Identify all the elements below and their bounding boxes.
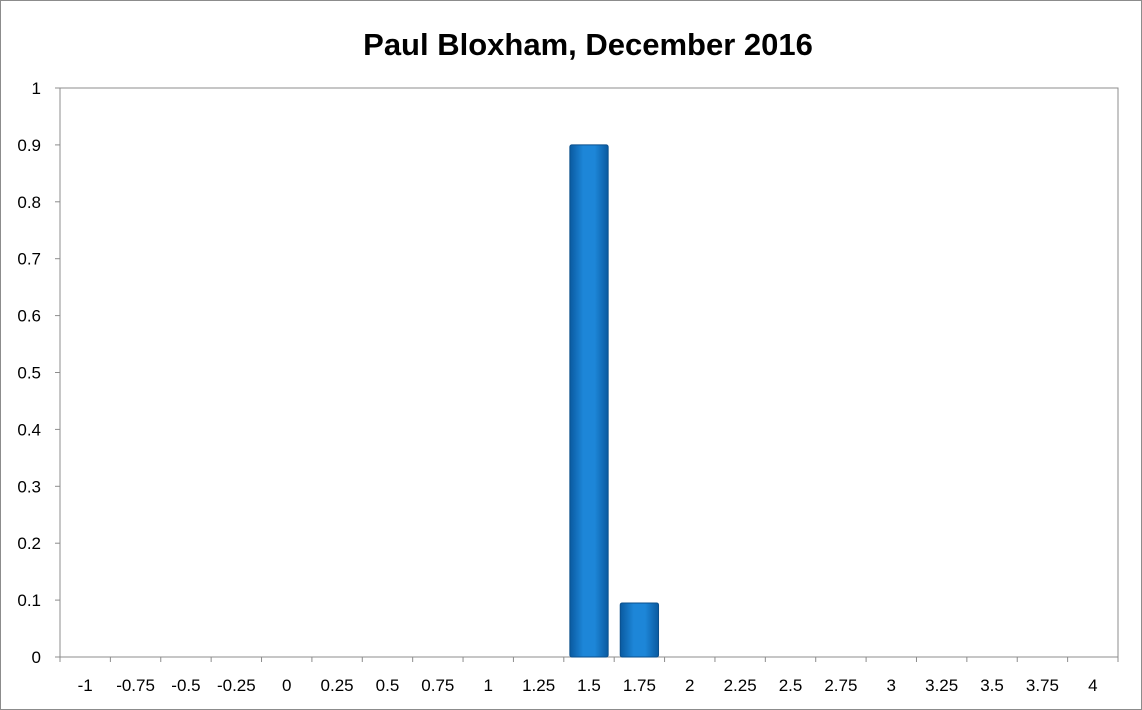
y-axis: 0 0.1 0.2 0.3 0.4 0.5 0.6 0.7 0.8 0.9 1 [17,79,60,667]
x-tick-label: 0.75 [421,676,454,695]
x-tick-label: 3 [887,676,896,695]
x-tick-label: -0.5 [171,676,200,695]
chart-title: Paul Bloxham, December 2016 [363,27,813,62]
y-tick-label: 0.4 [17,420,41,439]
y-tick-label: 0.2 [17,534,41,553]
x-tick-label: -0.75 [116,676,155,695]
x-tick-label: 2.75 [824,676,857,695]
y-tick-label: 0.9 [17,136,41,155]
y-tick-label: 0.5 [17,364,41,383]
x-axis: -1 -0.75 -0.5 -0.25 0 0.25 0.5 0.75 1 1.25 1.5 1.75… [59,657,1119,695]
x-tick-label: 2 [685,676,694,695]
y-tick-label: 1 [32,79,41,98]
y-tick-label: 0 [32,648,41,667]
x-tick-label: 1 [484,676,493,695]
x-tick-label: 1.75 [623,676,656,695]
x-tick-label: 4 [1088,676,1097,695]
x-tick-label: 2.5 [779,676,803,695]
bar-1.5 [569,144,609,658]
y-tick-label: 0.3 [17,477,41,496]
x-tick-label: 0 [282,676,291,695]
x-tick-label: 0.5 [376,676,400,695]
y-tick-label: 0.6 [17,307,41,326]
x-tick-label: -0.25 [217,676,256,695]
x-tick-label: 2.25 [724,676,757,695]
x-tick-label: 3.5 [980,676,1004,695]
x-tick-label: 1.5 [577,676,601,695]
bar-1.75 [619,602,660,658]
x-tick-label: 3.25 [925,676,958,695]
x-tick-label: 3.75 [1026,676,1059,695]
bar-series [569,144,660,658]
y-tick-label: 0.8 [17,193,41,212]
y-tick-label: 0.1 [17,591,41,610]
x-tick-label: 1.25 [522,676,555,695]
x-tick-label: -1 [78,676,93,695]
y-tick-label: 0.7 [17,250,41,269]
x-tick-label: 0.25 [321,676,354,695]
